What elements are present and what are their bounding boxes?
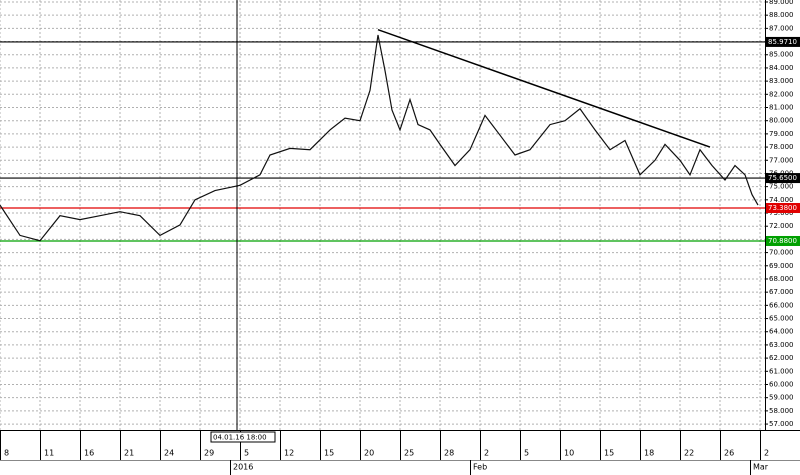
x-tick-label: 8 [4,449,9,458]
x-tick-label: 5 [524,449,529,458]
y-tick-label: 64.000 [769,328,794,336]
x-tick-label: 20 [364,449,374,458]
y-tick-label: 80.000 [769,117,794,125]
level-label-box [766,203,800,214]
y-tick-label: 61.000 [769,367,794,375]
crosshair-label: 04.01.16 18:00 [213,434,267,442]
level-label: 75.6500 [768,174,797,182]
level-label-box [766,173,800,184]
period-tick-label: Feb [473,463,487,472]
x-tick-label: 26 [724,449,734,458]
y-tick-label: 77.000 [769,156,794,164]
y-tick-label: 79.000 [769,130,794,138]
period-tick-label: Mar [753,463,769,472]
x-tick-label: 18 [644,449,654,458]
y-tick-label: 66.000 [769,301,794,309]
level-label-box [766,36,800,47]
x-tick-label: 15 [604,449,614,458]
y-tick-label: 81.000 [769,104,794,112]
x-tick-label: 24 [164,449,174,458]
period-tick-label: 2016 [233,463,253,472]
y-tick-label: 59.000 [769,394,794,402]
y-tick-label: 88.000 [769,11,794,19]
level-label: 73.3800 [768,204,797,212]
x-tick-label: 16 [84,449,94,458]
x-tick-label: 5 [244,449,249,458]
y-tick-label: 60.000 [769,380,794,388]
x-tick-label: 15 [324,449,334,458]
trendline [377,28,711,148]
level-label: 70.8800 [768,237,797,245]
y-tick-label: 62.000 [769,354,794,362]
y-tick-label: 70.000 [769,249,794,257]
x-tick-label: 2 [484,449,489,458]
x-tick-label: 29 [204,449,214,458]
y-tick-label: 83.000 [769,77,794,85]
level-label: 85.9710 [768,38,797,46]
y-tick-label: 69.000 [769,262,794,270]
x-tick-label: 28 [444,449,454,458]
x-tick-label: 12 [284,449,294,458]
y-tick-label: 67.000 [769,288,794,296]
x-tick-label: 21 [124,449,134,458]
x-tick-label: 11 [44,449,54,458]
y-tick-label: 82.000 [769,90,794,98]
x-tick-label: 22 [684,449,694,458]
crosshair-label-box [210,431,276,443]
x-tick-label: 2 [764,449,769,458]
y-tick-label: 85.000 [769,51,794,59]
y-tick-label: 74.000 [769,196,794,204]
y-tick-label: 63.000 [769,341,794,349]
x-tick-label: 25 [404,449,414,458]
y-tick-label: 68.000 [769,275,794,283]
y-tick-label: 65.000 [769,315,794,323]
y-tick-label: 73.000 [769,209,794,217]
y-tick-label: 58.000 [769,407,794,415]
x-tick-label: 10 [564,449,574,458]
y-tick-label: 78.000 [769,143,794,151]
y-tick-label: 84.000 [769,64,794,72]
y-tick-label: 72.000 [769,222,794,230]
y-tick-label: 87.000 [769,24,794,32]
y-tick-label: 89.000 [769,0,794,6]
y-tick-label: 57.000 [769,420,794,428]
level-label-box [766,235,800,246]
y-tick-label: 75.000 [769,183,794,191]
price-line [0,34,759,242]
